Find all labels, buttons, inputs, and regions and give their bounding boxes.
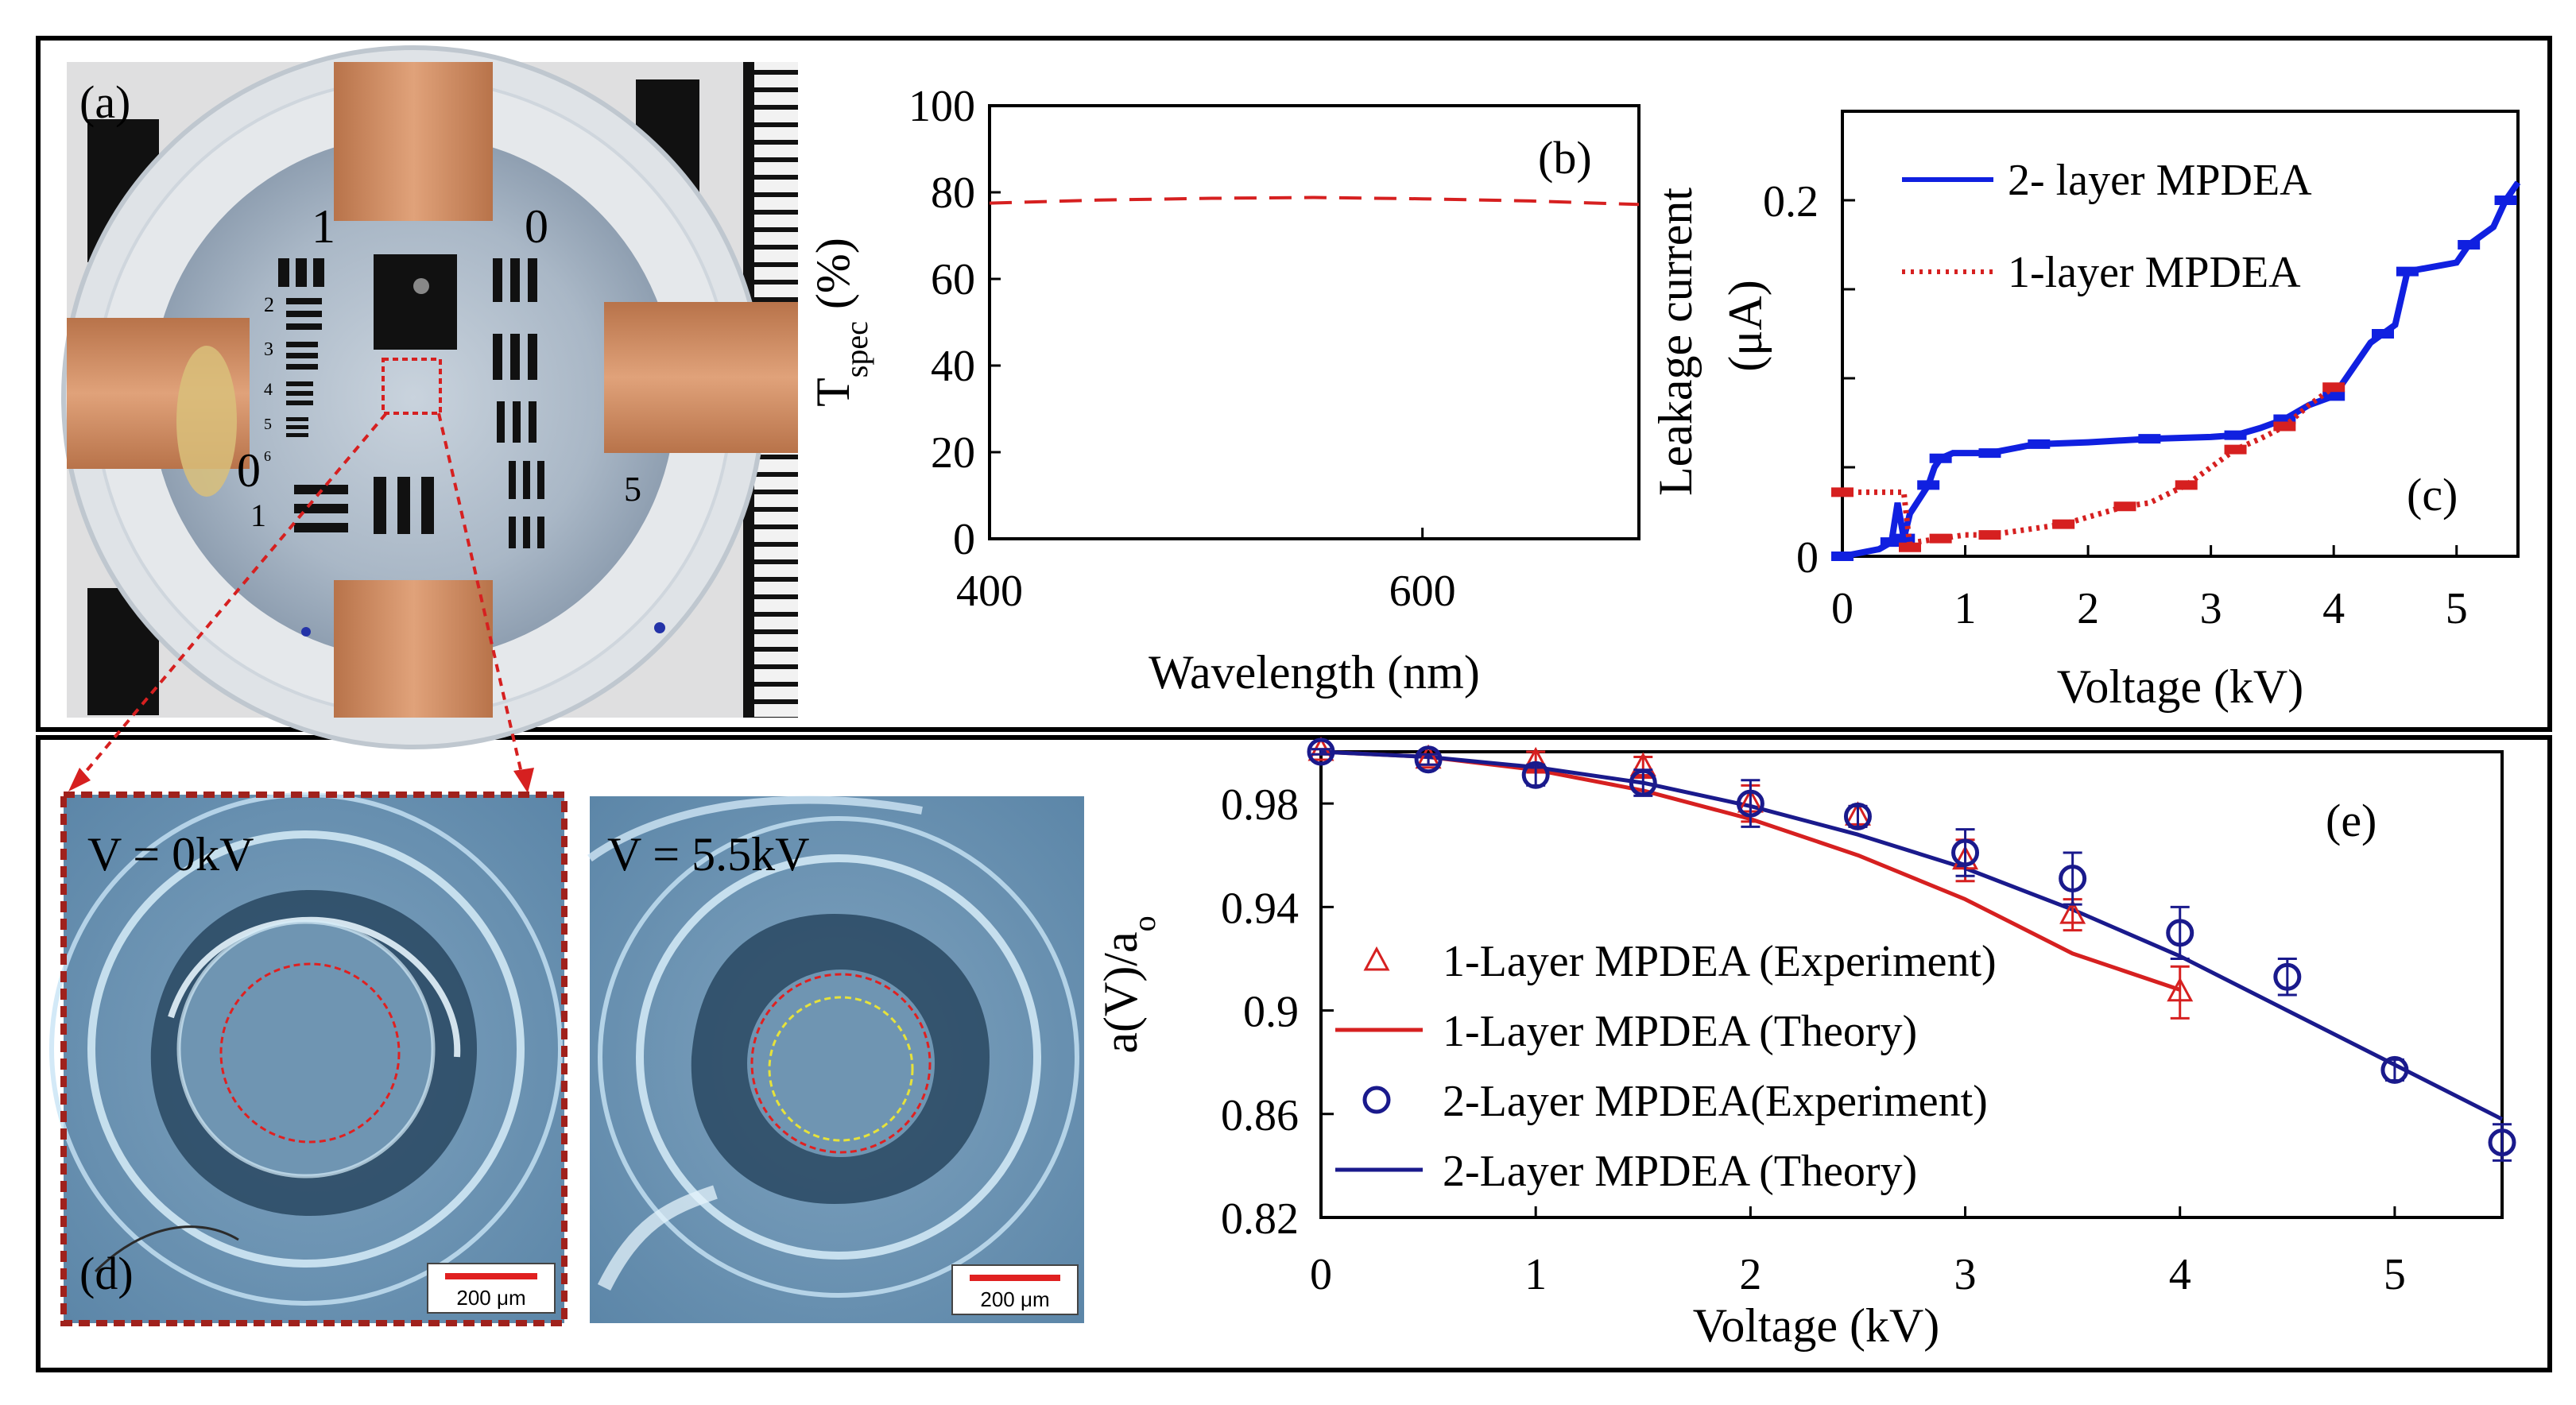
data-point-2-layer: [2059, 865, 2087, 893]
legend-label-2-layer-exp: 2-Layer MPDEA(Experiment): [1443, 1077, 1988, 1126]
data-point-2-layer: [1736, 789, 1764, 818]
data-point-2-layer: [1843, 802, 1872, 830]
y-tick-label: 100: [908, 82, 975, 131]
group-number: 6: [264, 448, 271, 464]
voltage-label-0kv: V = 0kV: [87, 828, 254, 881]
y-tick-label: 0.82: [1221, 1194, 1299, 1244]
photo-a: 1 0 0 1 5 2 3 4 5 6 (a): [61, 45, 798, 749]
series-line-1-layer: [1842, 385, 2336, 553]
scale-bar-label: 200 μm: [980, 1287, 1049, 1311]
data-point-2-layer: [2273, 962, 2302, 991]
plot-area-b: [988, 104, 1641, 540]
legend-label-1-layer-theory: 1-Layer MPDEA (Theory): [1443, 1007, 1917, 1056]
data-point-1-layer: [2059, 899, 2086, 924]
y-tick-label: 0: [953, 515, 975, 564]
x-tick-label: 5: [2384, 1250, 2406, 1299]
data-point-2-layer: [2488, 1128, 2516, 1157]
target-number: 1: [250, 497, 266, 533]
chart-b: 0 20 40 60 80 100 400 600 Wavelength (nm) Tspec (…: [807, 82, 1641, 699]
x-tick-label: 1: [1524, 1250, 1547, 1299]
top-frame: [36, 36, 2552, 732]
y-tick-label: 0.98: [1221, 780, 1299, 830]
x-tick-label: 4: [2322, 584, 2345, 633]
y-tick-label: 0.86: [1221, 1091, 1299, 1140]
y-tick-label: 40: [931, 342, 975, 391]
data-point-2-layer: [2166, 919, 2194, 947]
legend-label-1-layer-exp: 1-Layer MPDEA (Experiment): [1443, 937, 1997, 986]
panel-label-d: (d): [79, 1248, 134, 1299]
data-point-2-layer: [1414, 745, 1443, 774]
legend-label-2-layer-theory: 2-Layer MPDEA (Theory): [1443, 1147, 1917, 1196]
photo-d-left: 200 μm V = 0kV (d): [49, 792, 567, 1326]
x-tick-label: 600: [1389, 567, 1456, 616]
data-point-2-layer: [1521, 761, 1550, 789]
series-line-transmittance: [989, 195, 1640, 207]
y-tick-label: 0: [1796, 533, 1819, 583]
zoom-region: [382, 358, 442, 415]
chart-c: 0 0.2 0 1 2 3 4 5 Voltage (kV) Leakage current (μA…: [1649, 110, 2521, 713]
plot-area-c: [1841, 110, 2520, 558]
legend-swatch-1-layer-exp: [1363, 946, 1390, 971]
x-tick-label: 400: [956, 567, 1023, 616]
y-tick-label: 0.94: [1221, 884, 1299, 933]
legend-label-1-layer: 1-layer MPDEA: [2008, 248, 2301, 297]
y-axis-label: Tspec (%): [807, 238, 874, 407]
y-axis-label: a(V)/ao: [1094, 915, 1162, 1053]
group-number: 4: [264, 379, 273, 399]
data-point-1-layer: [2167, 977, 2194, 1002]
panel-label-a: (a): [79, 76, 130, 128]
x-tick-label: 3: [1954, 1250, 1977, 1299]
y-axis-label: Leakage current: [1649, 188, 1702, 496]
y-tick-label: 20: [931, 428, 975, 478]
x-tick-label: 2: [1739, 1250, 1761, 1299]
x-tick-label: 2: [2077, 584, 2099, 633]
data-point-2-layer: [1629, 768, 1657, 797]
x-axis-label: Wavelength (nm): [1149, 646, 1480, 699]
x-axis-label: Voltage (kV): [1693, 1299, 1940, 1352]
theory-line-2-layer: [1320, 749, 2504, 1121]
bottom-frame: [36, 735, 2552, 1372]
x-tick-label: 1: [1954, 584, 1977, 633]
data-point-2-layer: [2380, 1055, 2409, 1084]
chart-e: 0.82 0.86 0.9 0.94 0.98 0 1 2 3 4 5 Voltage (kV) a(V…: [1094, 736, 2516, 1352]
target-number: 1: [312, 200, 335, 253]
target-number: 5: [624, 470, 641, 509]
y-tick-label: 80: [931, 168, 975, 218]
x-tick-label: 4: [2169, 1250, 2191, 1299]
photo-d-right: 200 μm V = 5.5kV: [587, 795, 1084, 1323]
legend-swatch-2-layer-exp: [1362, 1086, 1391, 1114]
panel-label-b: (b): [1538, 132, 1592, 184]
x-tick-label: 3: [2200, 584, 2222, 633]
x-axis-label: Voltage (kV): [2057, 660, 2304, 713]
x-tick-label: 5: [2446, 584, 2468, 633]
y-axis-label-unit: (μA): [1719, 280, 1772, 371]
data-point-1-layer: [1415, 744, 1442, 769]
x-tick-label: 0: [1831, 584, 1854, 633]
y-tick-label: 0.2: [1763, 177, 1819, 226]
y-tick-label: 60: [931, 255, 975, 304]
plot-area-e: [1319, 750, 2504, 1219]
scale-bar-label: 200 μm: [456, 1286, 525, 1310]
data-point-2-layer: [1307, 737, 1335, 766]
x-tick-label: 0: [1310, 1250, 1332, 1299]
target-number: 0: [525, 200, 548, 253]
zoom-arrows: [68, 412, 534, 793]
voltage-label-5kv: V = 5.5kV: [607, 828, 809, 881]
panel-label-e: (e): [2326, 795, 2377, 846]
y-tick-label: 0.9: [1243, 988, 1299, 1037]
group-number: 5: [264, 416, 272, 433]
target-number: 0: [237, 444, 261, 497]
panel-label-c: (c): [2407, 469, 2458, 521]
group-number: 2: [264, 293, 274, 316]
data-point-2-layer: [1951, 838, 1980, 867]
legend-label-2-layer: 2- layer MPDEA: [2008, 156, 2312, 205]
group-number: 3: [264, 339, 273, 360]
